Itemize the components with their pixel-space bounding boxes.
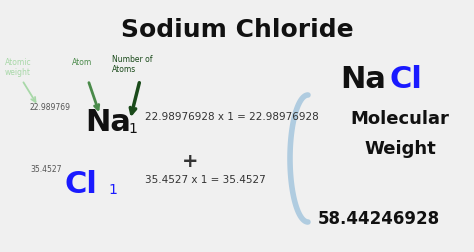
Text: 22.98976928 x 1 = 22.98976928: 22.98976928 x 1 = 22.98976928 [145,112,319,122]
Text: 1: 1 [128,122,137,136]
Text: 35.4527 x 1 = 35.4527: 35.4527 x 1 = 35.4527 [145,175,266,185]
Text: 22.989769: 22.989769 [30,103,71,112]
Text: Na: Na [340,65,386,94]
Text: 58.44246928: 58.44246928 [318,210,440,228]
Text: Atom: Atom [72,58,92,67]
Text: 35.4527: 35.4527 [30,165,62,174]
Text: Atomic
weight: Atomic weight [5,58,32,77]
Text: Cl: Cl [65,170,98,199]
Text: 1: 1 [108,183,117,197]
Text: Number of
Atoms: Number of Atoms [112,55,153,74]
Text: Weight: Weight [364,140,436,158]
Text: Cl: Cl [390,65,423,94]
Text: Molecular: Molecular [351,110,449,128]
Text: +: + [182,152,198,171]
Text: Na: Na [85,108,131,137]
Text: Sodium Chloride: Sodium Chloride [121,18,353,42]
